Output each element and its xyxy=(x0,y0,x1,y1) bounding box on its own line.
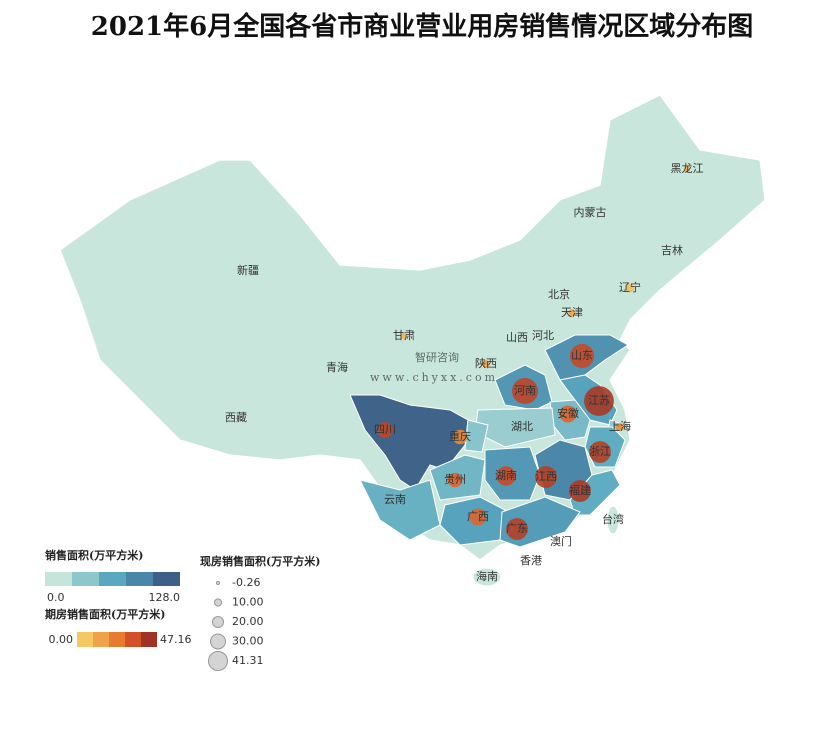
province-label: 河北 xyxy=(532,329,554,342)
legend-swatch xyxy=(153,572,180,586)
legend-title: 期房销售面积(万平方米) xyxy=(45,607,165,621)
legend-title: 销售面积(万平方米) xyxy=(45,548,143,562)
bubble xyxy=(400,332,408,340)
province-label: 陕西 xyxy=(475,356,497,370)
legend-swatch xyxy=(77,632,93,647)
size-legend-circle xyxy=(213,598,223,607)
legend-swatch xyxy=(72,572,99,586)
province-label: 广东 xyxy=(506,522,528,535)
province-label: 山西 xyxy=(506,331,528,344)
province-label: 重庆 xyxy=(449,429,471,443)
province-label: 香港 xyxy=(520,554,542,567)
bubble xyxy=(683,165,691,173)
province-label: 浙江 xyxy=(589,445,611,458)
map-title: 2021年6月全国各省市商业营业用房销售情况区域分布图 xyxy=(91,11,753,42)
province-label: 内蒙古 xyxy=(574,205,607,219)
size-legend-circle xyxy=(211,615,225,629)
province-label: 台湾 xyxy=(602,512,624,526)
province-label: 黑龙江 xyxy=(671,162,704,175)
province-label: 云南 xyxy=(384,493,406,506)
legend-min: 0.0 xyxy=(47,591,65,604)
size-legend-label: -0.26 xyxy=(232,576,260,589)
legend-title: 现房销售面积(万平方米) xyxy=(200,554,320,568)
province-label: 天津 xyxy=(561,306,583,319)
bubble xyxy=(559,405,577,423)
province-label: 青海 xyxy=(326,360,348,374)
bubble xyxy=(447,472,463,488)
legend-swatch xyxy=(93,632,109,647)
size-legend-circle xyxy=(210,633,226,650)
province-label: 新疆 xyxy=(237,263,259,277)
bubble xyxy=(569,343,595,369)
size-legend-label: 30.00 xyxy=(232,635,264,648)
bubble xyxy=(482,360,490,368)
bubble xyxy=(625,283,635,293)
legend-swatch xyxy=(125,632,141,647)
bubble xyxy=(569,480,591,502)
bubble xyxy=(589,441,611,463)
bubble xyxy=(584,386,614,416)
bubble xyxy=(535,466,557,488)
bubble xyxy=(512,378,538,404)
province-label: 西藏 xyxy=(225,411,247,424)
province-label: 河南 xyxy=(514,384,536,397)
province-label: 北京 xyxy=(548,287,570,301)
legend-swatch xyxy=(45,572,72,586)
province-label: 吉林 xyxy=(661,243,683,257)
province-label: 福建 xyxy=(569,483,591,497)
bubble xyxy=(377,422,393,438)
province-label: 贵州 xyxy=(444,473,466,486)
province-label: 四川 xyxy=(374,423,396,436)
size-legend-circle xyxy=(208,651,228,671)
bubble xyxy=(496,466,516,486)
province-label: 安徽 xyxy=(557,406,579,420)
province-label: 上海 xyxy=(609,419,631,433)
size-legend-label: 41.31 xyxy=(232,654,264,667)
province-label: 广西 xyxy=(467,510,489,523)
bubble xyxy=(469,508,487,526)
province-label: 甘肃 xyxy=(393,329,415,342)
bubble xyxy=(506,518,528,540)
province-label: 湖南 xyxy=(495,469,517,482)
watermark-brand: 智研咨询 xyxy=(415,350,459,364)
legend-swatch xyxy=(126,572,153,586)
province-label: 海南 xyxy=(476,569,498,583)
province-label: 澳门 xyxy=(550,534,572,548)
bubble xyxy=(452,429,468,445)
size-legend-circle xyxy=(215,580,221,586)
province-label: 辽宁 xyxy=(619,280,641,294)
province-label: 江西 xyxy=(535,470,557,483)
legend-max: 128.0 xyxy=(149,591,181,604)
size-legend-label: 20.00 xyxy=(232,615,264,628)
legend-max: 47.16 xyxy=(160,633,192,646)
legend-swatch xyxy=(99,572,126,586)
province-label: 江苏 xyxy=(588,394,610,407)
legend-min: 0.00 xyxy=(49,633,74,646)
province-label: 湖北 xyxy=(511,420,533,433)
legend-swatch xyxy=(109,632,125,647)
legend-swatch xyxy=(141,632,157,647)
watermark-url: www.chyxx.com xyxy=(370,371,498,384)
province-label: 山东 xyxy=(571,349,593,362)
bubble xyxy=(568,309,576,317)
bubble xyxy=(616,423,624,431)
size-legend-label: 10.00 xyxy=(232,596,264,609)
